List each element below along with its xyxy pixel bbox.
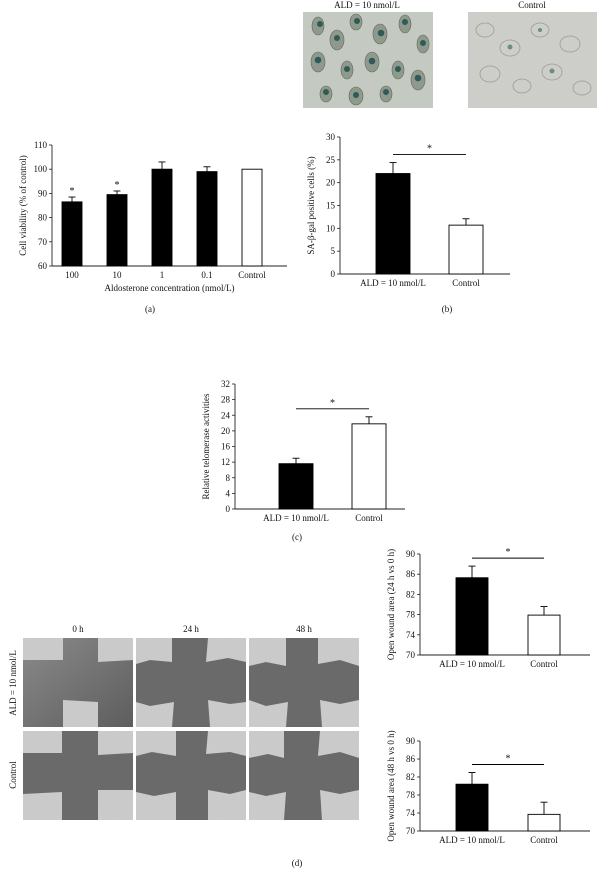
chart-b-xtick-label: ALD = 10 nmol/L	[360, 278, 426, 288]
wound-row-control: Control	[8, 761, 18, 789]
chart-d1-ytick-label: 70	[406, 650, 416, 660]
chart-a-ytick-label: 90	[38, 188, 48, 198]
chart-a-bar	[61, 201, 83, 267]
chart-a-significance: *	[70, 186, 75, 197]
chart-b-bar	[375, 173, 411, 275]
chart-c-ylabel: Relative telomerase activities	[201, 393, 211, 499]
wound-image-ald-48h	[249, 638, 359, 727]
wound-image-control-48h	[249, 731, 359, 820]
wound-col-24h: 24 h	[183, 624, 199, 634]
chart-b-ytick-label: 5	[331, 246, 336, 256]
chart-a-bar	[241, 168, 263, 267]
chart-d1-ytick-label: 90	[406, 549, 416, 559]
chart-a-ytick-label: 70	[38, 237, 48, 247]
chart-c-ytick-label: 20	[221, 426, 231, 436]
chart-a-ytick-label: 80	[38, 213, 48, 223]
chart-d2-ytick-label: 74	[406, 808, 416, 818]
chart-a-xtick-label: 100	[65, 270, 79, 280]
panel-label-d: (d)	[292, 858, 303, 868]
chart-b-significance: *	[427, 144, 432, 155]
chart-d2-bar	[527, 813, 561, 832]
chart-d1-significance: *	[506, 547, 511, 558]
panel-label-c: (c)	[292, 532, 302, 542]
chart-d1-ytick-label: 78	[406, 610, 416, 620]
chart-b-ytick-label: 25	[326, 155, 336, 165]
chart-a-ylabel: Cell viability (% of control)	[18, 155, 28, 255]
wound-col-0h: 0 h	[72, 624, 84, 634]
wound-image-ald-0h	[23, 638, 133, 727]
chart-d2-ylabel: Open wound area (48 h vs 0 h)	[386, 730, 396, 841]
chart-b-ylabel: SA-β-gal positive cells (%)	[306, 156, 316, 254]
chart-c-ytick-label: 0	[226, 504, 231, 514]
chart-a-ytick-label: 110	[34, 140, 48, 150]
chart-c-xtick-label: Control	[355, 513, 383, 523]
chart-a-xlabel: Aldosterone concentration (nmol/L)	[105, 283, 235, 293]
chart-a-significance: *	[115, 180, 120, 191]
chart-a-ytick-label: 60	[38, 261, 48, 271]
micrograph-control-title: Control	[518, 0, 546, 10]
wound-row-ald: ALD = 10 nmol/L	[8, 650, 18, 716]
chart-a-bar	[151, 168, 173, 267]
chart-c-ytick-label: 16	[221, 442, 231, 452]
panel-label-a: (a)	[145, 304, 155, 314]
wound-image-ald-24h	[136, 638, 246, 727]
chart-a-bar	[196, 171, 218, 267]
chart-d1-xtick-label: Control	[530, 659, 558, 669]
micrograph-ald-title: ALD = 10 nmol/L	[334, 0, 400, 10]
chart-d1-bar	[527, 614, 561, 656]
wound-image-control-24h	[136, 731, 246, 820]
chart-b-ytick-label: 30	[326, 132, 336, 142]
chart-d2-ytick-label: 86	[406, 754, 416, 764]
chart-d2-significance: *	[506, 754, 511, 765]
chart-a-xtick-label: 10	[113, 270, 123, 280]
chart-d2-ytick-label: 90	[406, 736, 416, 746]
micrograph-ald	[303, 12, 433, 108]
chart-c-ytick-label: 24	[221, 410, 231, 420]
chart-a-ytick-label: 100	[34, 164, 48, 174]
chart-a-xtick-label: 1	[160, 270, 165, 280]
chart-a-bar	[106, 194, 128, 267]
chart-a-xtick-label: 0.1	[201, 270, 212, 280]
chart-b-xtick-label: Control	[452, 278, 480, 288]
chart-d1-ylabel: Open wound area (24 h vs 0 h)	[386, 549, 396, 660]
chart-d2-xtick-label: Control	[530, 835, 558, 845]
wound-image-grid	[23, 638, 359, 820]
chart-d2-ytick-label: 82	[406, 772, 415, 782]
panel-label-b: (b)	[442, 304, 453, 314]
wound-col-48h: 48 h	[296, 624, 312, 634]
chart-d1-ytick-label: 86	[406, 569, 416, 579]
chart-d2-xtick-label: ALD = 10 nmol/L	[439, 835, 505, 845]
chart-b-ytick-label: 15	[326, 201, 336, 211]
chart-c-bar	[351, 423, 387, 510]
chart-c-ytick-label: 8	[226, 473, 231, 483]
chart-c-ytick-label: 4	[226, 488, 231, 498]
chart-c-ytick-label: 28	[221, 395, 231, 405]
chart-b-bar	[448, 224, 484, 275]
chart-b-ytick-label: 0	[331, 269, 336, 279]
chart-c-bar	[278, 463, 314, 510]
chart-d2-ytick-label: 70	[406, 826, 416, 836]
chart-c-ytick-label: 32	[221, 379, 230, 389]
chart-c-significance: *	[330, 398, 335, 409]
micrograph-control	[468, 12, 597, 108]
chart-d2-bar	[455, 783, 489, 832]
chart-c-xtick-label: ALD = 10 nmol/L	[263, 513, 329, 523]
chart-c-ytick-label: 12	[221, 457, 230, 467]
chart-d2-ytick-label: 78	[406, 790, 416, 800]
wound-image-control-0h	[23, 731, 133, 820]
chart-d1-ytick-label: 82	[406, 589, 415, 599]
chart-d1-xtick-label: ALD = 10 nmol/L	[439, 659, 505, 669]
chart-b-ytick-label: 10	[326, 223, 336, 233]
chart-d1-ytick-label: 74	[406, 630, 416, 640]
chart-a-xtick-label: Control	[238, 270, 266, 280]
chart-b-ytick-label: 20	[326, 178, 336, 188]
chart-d1-bar	[455, 577, 489, 656]
